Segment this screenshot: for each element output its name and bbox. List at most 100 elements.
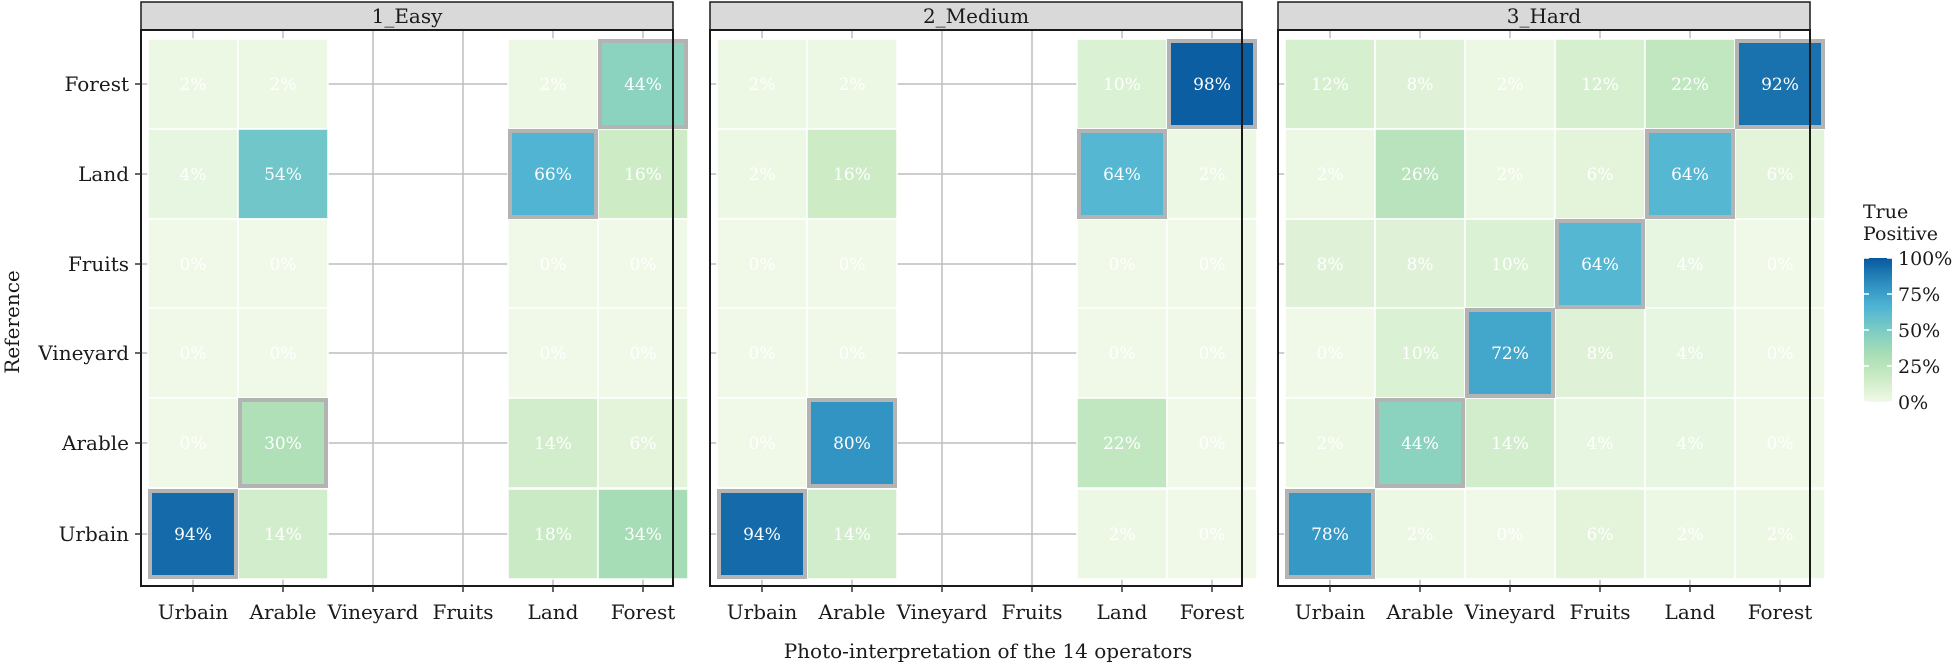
cell-value-label: 0%: [1199, 525, 1226, 545]
cell-value-label: 14%: [1491, 434, 1529, 454]
y-tick-label: Land: [78, 162, 129, 186]
cell-value-label: 94%: [174, 525, 212, 545]
heatmap-cell: [1374, 307, 1466, 399]
cell-value-label: 92%: [1761, 75, 1799, 95]
cell-value-label: 0%: [540, 344, 567, 364]
cell-value-label: 34%: [624, 525, 662, 545]
heatmap-cell: [147, 397, 239, 489]
heatmap-cell: [716, 38, 808, 130]
x-tick-label: Land: [528, 600, 579, 624]
cell-value-label: 78%: [1311, 525, 1349, 545]
cell-value-label: 10%: [1401, 344, 1439, 364]
cell-value-label: 22%: [1103, 434, 1141, 454]
heatmap-cell: [1374, 218, 1466, 310]
cell-value-label: 14%: [264, 525, 302, 545]
cell-value-label: 0%: [630, 255, 657, 275]
cell-value-label: 72%: [1491, 344, 1529, 364]
facet-panel-2: 2_Medium 2% 2% 10% 98% 2% 16% 64% 2% 0% 0% 0% 0% 0% 0%…: [709, 1, 1258, 624]
cell-value-label: 6%: [630, 434, 657, 454]
cell-value-label: 98%: [1193, 75, 1231, 95]
facet-title: 3_Hard: [1507, 4, 1582, 28]
panel-border: [140, 29, 674, 587]
x-tick-label: Urbain: [1295, 600, 1366, 624]
cell-value-label: 0%: [1199, 344, 1226, 364]
cell-value-label: 30%: [264, 434, 302, 454]
cell-value-label: 0%: [180, 344, 207, 364]
cell-value-label: 0%: [1497, 525, 1524, 545]
heatmap-cell: [147, 218, 239, 310]
cell-value-label: 2%: [540, 75, 567, 95]
diagonal-highlight-border: [148, 489, 238, 579]
cell-value-label: 26%: [1401, 165, 1439, 185]
cell-value-label: 0%: [1199, 434, 1226, 454]
heatmap-cell: [806, 488, 898, 580]
cell-value-label: 2%: [749, 75, 776, 95]
diagonal-highlight-border: [1375, 398, 1465, 488]
cell-value-label: 0%: [1199, 255, 1226, 275]
diagonal-highlight-border: [598, 39, 688, 129]
heatmap-cell: [1076, 397, 1168, 489]
cell-value-label: 6%: [1587, 165, 1614, 185]
heatmap-cell: [237, 38, 329, 130]
panel-border: [1277, 29, 1811, 587]
cell-value-label: 4%: [180, 165, 207, 185]
diagonal-highlight-border: [1465, 308, 1555, 398]
heatmap-cell: [237, 218, 329, 310]
cell-value-label: 2%: [180, 75, 207, 95]
x-axis-title: Photo-interpretation of the 14 operators: [784, 639, 1193, 663]
legend-tick-label: 25%: [1898, 356, 1940, 378]
diagonal-highlight-border: [238, 398, 328, 488]
heatmap-cell: [1374, 38, 1466, 130]
cell-value-label: 0%: [1767, 434, 1794, 454]
x-tick-label: Fruits: [432, 600, 493, 624]
heatmap-cell: [1554, 307, 1646, 399]
facet-panel-1: 1_Easy 2% 2% 2% 44% 4% 54% 66% 16% 0% 0% 0% 0% 0% 0% 0%…: [140, 1, 689, 624]
cell-value-label: 8%: [1407, 75, 1434, 95]
cell-value-label: 14%: [833, 525, 871, 545]
facet-strip: [709, 1, 1243, 31]
heatmap-cell: [716, 397, 808, 489]
x-tick-label: Arable: [249, 600, 317, 624]
x-tick-label: Fruits: [1569, 600, 1630, 624]
heatmap-cell: [716, 218, 808, 310]
x-tick-label: Fruits: [1001, 600, 1062, 624]
cell-value-label: 16%: [833, 165, 871, 185]
heatmap-cell: [147, 307, 239, 399]
diagonal-highlight-border: [1285, 489, 1375, 579]
legend-title-line2: Positive: [1863, 223, 1938, 245]
cell-value-label: 44%: [1401, 434, 1439, 454]
y-tick-label: Urbain: [59, 522, 130, 546]
cell-value-label: 16%: [624, 165, 662, 185]
cell-value-label: 0%: [749, 255, 776, 275]
cell-value-label: 0%: [839, 344, 866, 364]
cell-value-label: 10%: [1491, 255, 1529, 275]
heatmap-cell: [1374, 488, 1466, 580]
cell-value-label: 0%: [1767, 255, 1794, 275]
diagonal-highlight-border: [807, 398, 897, 488]
diagonal-highlight-border: [1167, 39, 1257, 129]
heatmap-cell: [1464, 488, 1556, 580]
cell-value-label: 2%: [1407, 525, 1434, 545]
heatmap-cell: [1284, 38, 1376, 130]
y-axis: Forest Land Fruits Vineyard Arable Urbain: [37, 72, 141, 546]
cell-value-label: 12%: [1581, 75, 1619, 95]
cell-value-label: 2%: [1677, 525, 1704, 545]
diagonal-highlight-border: [717, 489, 807, 579]
diagonal-highlight-border: [508, 129, 598, 219]
heatmap-cell: [1464, 397, 1556, 489]
heatmap-cell: [1554, 397, 1646, 489]
heatmap-cell: [1464, 128, 1556, 220]
cell-value-label: 6%: [1587, 525, 1614, 545]
legend-title-line1: True: [1863, 201, 1908, 223]
cell-value-label: 64%: [1103, 165, 1141, 185]
cell-value-label: 8%: [1407, 255, 1434, 275]
x-tick-label: Forest: [1748, 600, 1813, 624]
heatmap-cell: [237, 307, 329, 399]
cell-value-label: 8%: [1587, 344, 1614, 364]
x-tick-label: Vineyard: [327, 600, 419, 624]
cell-value-label: 22%: [1671, 75, 1709, 95]
cell-value-label: 66%: [534, 165, 572, 185]
x-tick-label: Arable: [818, 600, 886, 624]
heatmap-cell: [1644, 397, 1736, 489]
